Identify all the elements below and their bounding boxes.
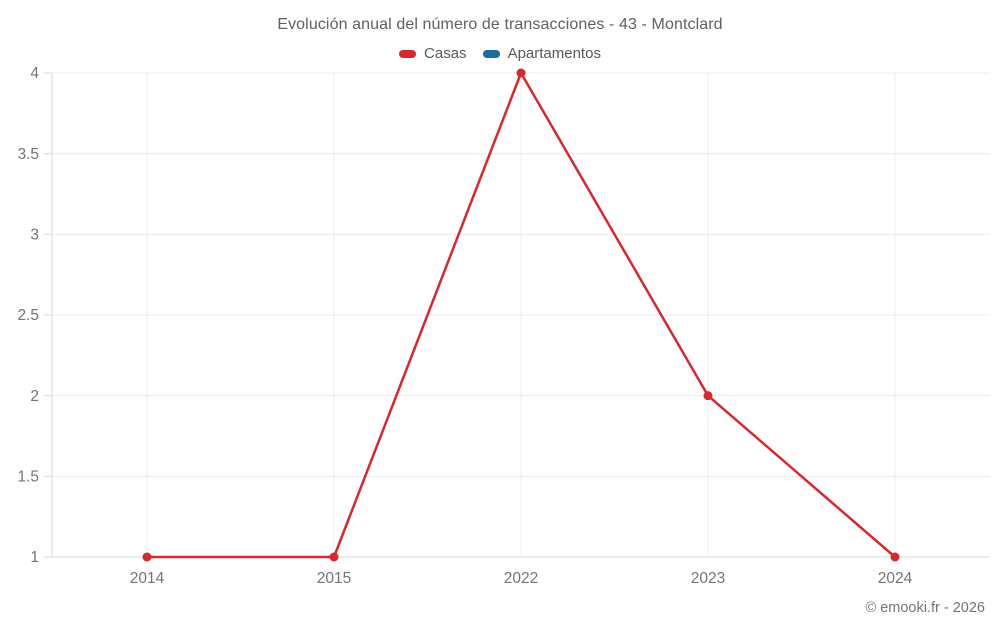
data-point-marker[interactable] bbox=[142, 552, 152, 562]
y-tick-label: 3 bbox=[30, 226, 39, 243]
data-point-marker[interactable] bbox=[516, 68, 526, 78]
x-tick-label: 2024 bbox=[878, 570, 913, 587]
y-tick-label: 4 bbox=[30, 65, 39, 82]
y-tick-label: 1.5 bbox=[17, 468, 39, 485]
y-tick-label: 1 bbox=[30, 549, 39, 566]
legend-label-apartamentos: Apartamentos bbox=[507, 45, 601, 62]
chart-legend: Casas Apartamentos bbox=[0, 45, 1000, 62]
data-point-marker[interactable] bbox=[890, 552, 900, 562]
legend-item-casas[interactable]: Casas bbox=[399, 45, 467, 62]
x-tick-label: 2014 bbox=[130, 570, 165, 587]
data-point-marker[interactable] bbox=[329, 552, 339, 562]
x-tick-label: 2023 bbox=[691, 570, 725, 587]
footer-credit: © emooki.fr - 2026 bbox=[865, 600, 985, 616]
y-tick-label: 2.5 bbox=[17, 307, 39, 324]
y-tick-label: 2 bbox=[30, 388, 39, 405]
y-tick-label: 3.5 bbox=[17, 146, 39, 163]
x-tick-label: 2015 bbox=[317, 570, 351, 587]
chart-title: Evolución anual del número de transaccio… bbox=[277, 16, 723, 33]
apartamentos-series-swatch bbox=[482, 49, 500, 58]
legend-item-apartamentos[interactable]: Apartamentos bbox=[482, 45, 601, 62]
data-point-marker[interactable] bbox=[703, 391, 713, 401]
legend-label-casas: Casas bbox=[424, 45, 467, 62]
x-tick-label: 2022 bbox=[504, 570, 538, 587]
casas-series-swatch bbox=[399, 49, 417, 58]
